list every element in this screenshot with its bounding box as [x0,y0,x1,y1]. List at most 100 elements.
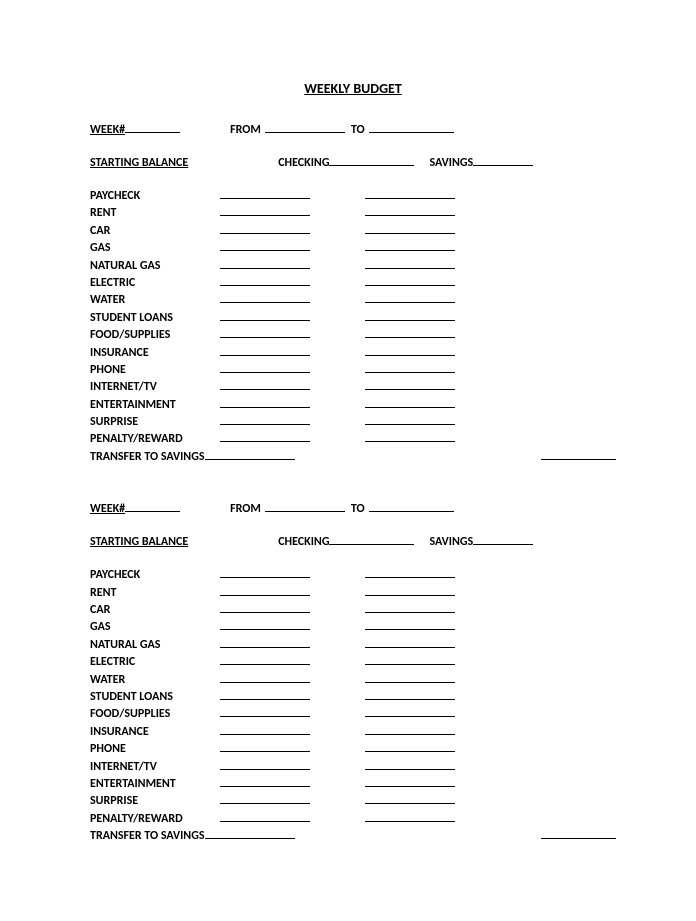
item-blank-col1[interactable] [220,637,310,648]
item-blank-col1[interactable] [220,345,310,356]
transfer-blank-col1[interactable] [205,828,295,839]
item-blank-col1[interactable] [220,223,310,234]
line-item: STUDENT LOANS [90,310,616,327]
line-item: ENTERTAINMENT [90,776,616,793]
transfer-blank-right[interactable] [541,828,616,839]
to-label: TO [351,502,365,516]
item-blank-col2[interactable] [365,223,455,234]
item-blank-col2[interactable] [365,567,455,578]
item-blank-col1[interactable] [220,619,310,630]
item-blank-col1[interactable] [220,724,310,735]
line-item: FOOD/SUPPLIES [90,327,616,344]
item-blank-col1[interactable] [220,602,310,613]
item-blank-col2[interactable] [365,397,455,408]
line-item: ENTERTAINMENT [90,397,616,414]
item-blank-col2[interactable] [365,741,455,752]
item-blank-col2[interactable] [365,689,455,700]
transfer-blank-right[interactable] [541,449,616,460]
item-blank-col2[interactable] [365,310,455,321]
savings-blank[interactable] [473,534,533,545]
checking-blank[interactable] [329,534,414,545]
item-blank-col1[interactable] [220,776,310,787]
item-blank-col2[interactable] [365,362,455,373]
item-blank-col1[interactable] [220,431,310,442]
item-blank-col2[interactable] [365,654,455,665]
item-blank-col2[interactable] [365,793,455,804]
from-label: FROM [230,123,261,137]
line-item: SURPRISE [90,414,616,431]
savings-blank[interactable] [473,155,533,166]
item-blank-col1[interactable] [220,672,310,683]
item-blank-col2[interactable] [365,431,455,442]
line-item: PAYCHECK [90,567,616,584]
item-blank-col1[interactable] [220,240,310,251]
to-blank[interactable] [369,501,454,512]
line-item: GAS [90,619,616,636]
item-blank-col1[interactable] [220,567,310,578]
line-item-transfer: TRANSFER TO SAVINGS [90,828,616,845]
line-item: ELECTRIC [90,275,616,292]
balance-row: STARTING BALANCE CHECKING SAVINGS [90,534,616,549]
budget-document: WEEKLY BUDGET WEEK# FROM TO STARTING BAL… [0,0,696,921]
item-blank-col1[interactable] [220,310,310,321]
item-blank-col2[interactable] [365,414,455,425]
item-blank-col1[interactable] [220,759,310,770]
item-blank-col2[interactable] [365,672,455,683]
item-blank-col2[interactable] [365,327,455,338]
checking-blank[interactable] [329,155,414,166]
item-blank-col2[interactable] [365,585,455,596]
week-header-row: WEEK# FROM TO [90,501,616,516]
from-blank[interactable] [265,122,345,133]
item-blank-col1[interactable] [220,188,310,199]
item-blank-col2[interactable] [365,188,455,199]
item-blank-col1[interactable] [220,258,310,269]
item-blank-col2[interactable] [365,240,455,251]
line-item: STUDENT LOANS [90,689,616,706]
item-blank-col1[interactable] [220,379,310,390]
from-label: FROM [230,502,261,516]
item-blank-col1[interactable] [220,706,310,717]
item-blank-col2[interactable] [365,205,455,216]
item-blank-col1[interactable] [220,292,310,303]
item-blank-col2[interactable] [365,619,455,630]
item-blank-col1[interactable] [220,654,310,665]
item-blank-col1[interactable] [220,585,310,596]
to-blank[interactable] [369,122,454,133]
from-blank[interactable] [265,501,345,512]
line-item: NATURAL GAS [90,258,616,275]
item-blank-col1[interactable] [220,689,310,700]
item-blank-col2[interactable] [365,345,455,356]
item-blank-col2[interactable] [365,776,455,787]
item-blank-col1[interactable] [220,811,310,822]
line-item: RENT [90,205,616,222]
item-blank-col2[interactable] [365,275,455,286]
line-item: INSURANCE [90,724,616,741]
week-header-row: WEEK# FROM TO [90,122,616,137]
starting-balance-label: STARTING BALANCE [90,156,188,170]
item-blank-col2[interactable] [365,602,455,613]
item-blank-col2[interactable] [365,724,455,735]
line-item: ELECTRIC [90,654,616,671]
item-blank-col1[interactable] [220,275,310,286]
item-blank-col2[interactable] [365,258,455,269]
item-blank-col2[interactable] [365,706,455,717]
item-blank-col1[interactable] [220,793,310,804]
week-number-blank[interactable] [125,501,180,512]
line-item: RENT [90,585,616,602]
line-item: WATER [90,672,616,689]
week-number-blank[interactable] [125,122,180,133]
transfer-blank-col1[interactable] [205,449,295,460]
item-blank-col1[interactable] [220,414,310,425]
item-blank-col1[interactable] [220,327,310,338]
item-blank-col2[interactable] [365,811,455,822]
item-blank-col2[interactable] [365,637,455,648]
item-blank-col1[interactable] [220,362,310,373]
item-blank-col2[interactable] [365,379,455,390]
item-blank-col1[interactable] [220,205,310,216]
item-blank-col2[interactable] [365,759,455,770]
checking-label: CHECKING [278,535,329,549]
item-blank-col1[interactable] [220,741,310,752]
line-item: FOOD/SUPPLIES [90,706,616,723]
item-blank-col2[interactable] [365,292,455,303]
item-blank-col1[interactable] [220,397,310,408]
